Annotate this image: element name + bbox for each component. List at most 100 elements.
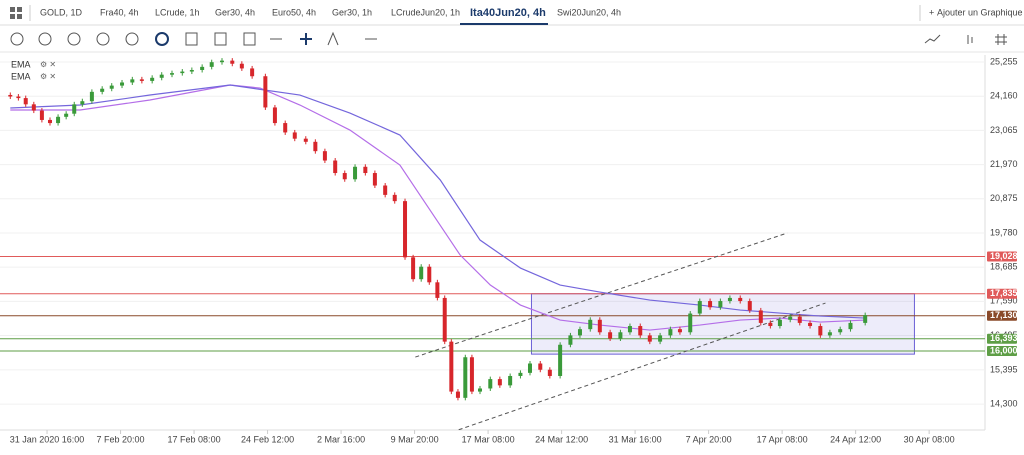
candle-body [449, 341, 454, 392]
candle-body [89, 91, 94, 102]
candle-body [697, 301, 702, 314]
tab[interactable]: LCrude, 1h [155, 7, 200, 17]
candle-body [120, 82, 125, 86]
candle-body [403, 201, 408, 258]
level-label: 17,130 [990, 310, 1018, 320]
legend-entry: EMA [11, 59, 31, 69]
tab[interactable]: LCrudeJun20, 1h [391, 7, 460, 17]
candle-body [597, 319, 602, 333]
candle-body [747, 301, 752, 311]
add-chart-plus[interactable]: + [929, 7, 934, 17]
candle-body [272, 107, 277, 124]
candle-body [283, 123, 288, 133]
tool-icon[interactable] [155, 32, 169, 46]
tool-icon[interactable] [967, 35, 973, 44]
tool-icon[interactable] [995, 34, 1007, 45]
candle-body [150, 77, 155, 81]
candle-body [508, 375, 513, 386]
x-tick-label: 17 Apr 08:00 [757, 434, 808, 444]
y-tick-label: 20,875 [990, 193, 1018, 203]
candle-body [372, 173, 377, 186]
candle-body [342, 173, 347, 180]
candle-body [363, 166, 368, 174]
toolbar [10, 31, 1007, 46]
candle-body [435, 282, 440, 298]
candle-body [497, 379, 502, 386]
candle-body [392, 194, 397, 202]
add-chart[interactable]: Ajouter un Graphique [937, 7, 1023, 17]
candle-body [638, 326, 643, 336]
x-tick-label: 7 Apr 20:00 [686, 434, 732, 444]
tab[interactable]: Ita40Jun20, 4h [470, 7, 546, 19]
candle-body [558, 344, 563, 376]
y-tick-label: 18,685 [990, 262, 1018, 272]
candle-body [353, 166, 358, 180]
candle-body [527, 363, 532, 373]
ema-line [10, 84, 866, 319]
candle-body [303, 138, 308, 142]
candle-body [313, 141, 318, 152]
x-tick-label: 30 Apr 08:00 [904, 434, 955, 444]
x-tick-label: 17 Mar 08:00 [462, 434, 515, 444]
tool-icon[interactable] [327, 31, 339, 46]
candle-body [518, 372, 523, 376]
candle-body [777, 319, 782, 327]
y-tick-label: 15,395 [990, 364, 1018, 374]
grid-icon[interactable] [10, 7, 22, 19]
candle-body [130, 79, 135, 83]
tool-icon[interactable] [38, 32, 52, 46]
tool-icon[interactable] [243, 32, 256, 46]
candle-body [647, 335, 652, 342]
candle-body [568, 335, 573, 345]
candle-body [109, 85, 114, 89]
tool-icon[interactable] [67, 32, 81, 46]
level-tag [987, 346, 1017, 357]
candle-body [209, 62, 214, 67]
tool-icon[interactable] [125, 32, 139, 46]
candle-body [577, 329, 582, 336]
tab[interactable]: Ger30, 1h [332, 7, 372, 17]
tab[interactable]: Euro50, 4h [272, 7, 316, 17]
candle-body [100, 88, 105, 92]
x-tick-label: 24 Mar 12:00 [535, 434, 588, 444]
tool-icon[interactable] [10, 32, 24, 46]
candle-body [189, 69, 194, 72]
tab[interactable]: Swi20Jun20, 4h [557, 7, 621, 17]
tool-icon[interactable] [924, 34, 941, 44]
x-tick-label: 7 Feb 20:00 [97, 434, 145, 444]
candle-body [170, 73, 175, 75]
level-label: 16,393 [990, 333, 1018, 343]
level-tag [987, 310, 1017, 321]
tab[interactable]: GOLD, 1D [40, 7, 83, 17]
candle-body [488, 379, 493, 389]
x-tick-label: 2 Mar 16:00 [317, 434, 365, 444]
legend-icons: ⚙ ✕ [40, 72, 56, 81]
candle-body [538, 363, 543, 370]
candle-body [758, 310, 763, 323]
tool-icon[interactable] [300, 33, 312, 45]
candle-body [39, 110, 44, 120]
y-tick-label: 24,160 [990, 91, 1018, 101]
candle-body [658, 335, 663, 342]
candle-body [419, 266, 424, 280]
candle-body [442, 297, 447, 342]
candle-body [788, 316, 793, 320]
candle-body [333, 160, 338, 174]
tab[interactable]: Ger30, 4h [215, 7, 255, 17]
candle-body [23, 98, 28, 105]
y-tick-label: 21,970 [990, 159, 1018, 169]
candle-body [200, 66, 205, 70]
level-label: 17,835 [990, 288, 1018, 298]
tool-icon[interactable] [185, 32, 198, 46]
candle-body [688, 313, 693, 333]
tab[interactable]: Fra40, 4h [100, 7, 139, 17]
active-tab-underline [460, 23, 548, 25]
legend-icons: ⚙ ✕ [40, 60, 56, 69]
y-tick-label: 14,300 [990, 398, 1018, 408]
x-tick-label: 31 Mar 16:00 [609, 434, 662, 444]
candle-body [768, 322, 773, 327]
tool-icon[interactable] [214, 32, 227, 46]
x-tick-label: 17 Feb 08:00 [168, 434, 221, 444]
candle-body [219, 60, 224, 63]
tool-icon[interactable] [96, 32, 110, 46]
